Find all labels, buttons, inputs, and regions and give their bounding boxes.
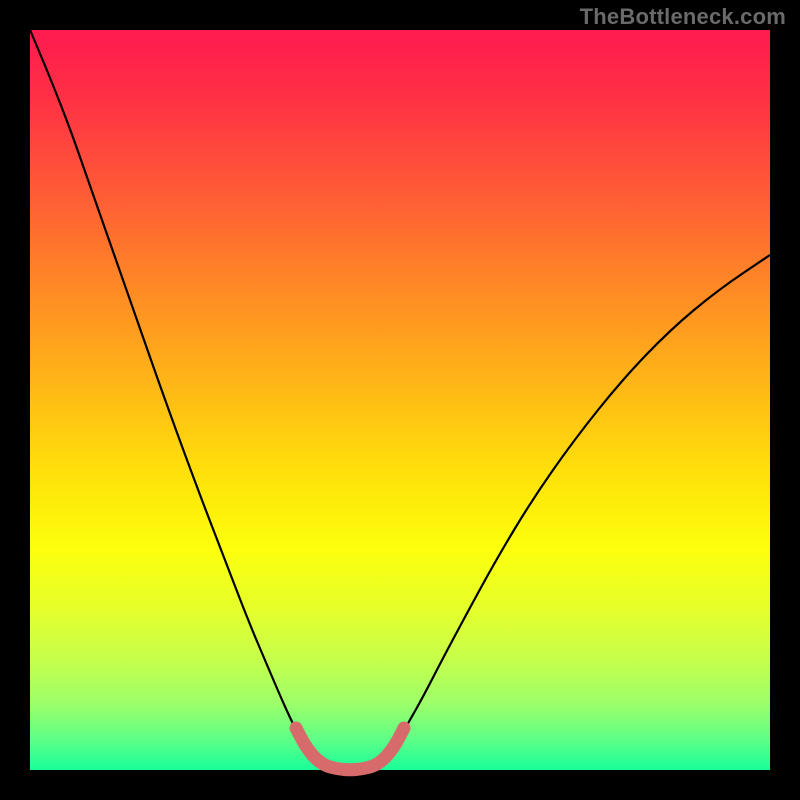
- watermark-text: TheBottleneck.com: [580, 4, 786, 30]
- bottleneck-chart: [0, 0, 800, 800]
- chart-frame: TheBottleneck.com: [0, 0, 800, 800]
- gradient-background: [30, 30, 770, 770]
